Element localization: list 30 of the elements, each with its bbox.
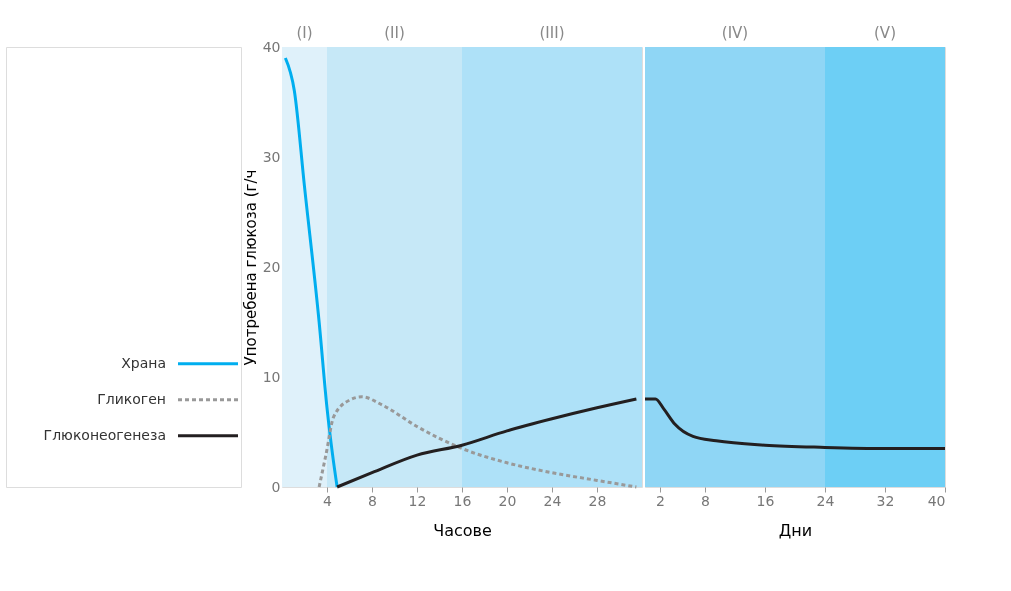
x-tick-label: 28 (588, 492, 607, 509)
y-tick-label: 0 (271, 478, 281, 495)
x-tick-label: 16 (453, 492, 472, 509)
legend-label: Гликоген (97, 390, 166, 407)
legend-label: Храна (121, 354, 166, 371)
band-label: (IV) (721, 24, 749, 42)
y-tick-label: 20 (262, 258, 281, 275)
band-label: (II) (384, 24, 405, 42)
x-tick-label: 24 (816, 492, 835, 509)
x-axis-title: Дни (778, 520, 813, 540)
x-tick-label: 32 (876, 492, 895, 509)
legend-label: Глюконеогенеза (43, 426, 166, 443)
band-label: (I) (296, 24, 313, 42)
y-tick-label: 40 (262, 38, 281, 55)
x-tick-label: 16 (756, 492, 775, 509)
x-axis-title: Часове (433, 520, 492, 540)
y-tick-label: 10 (262, 368, 281, 385)
x-tick-label: 2 (656, 492, 665, 509)
x-tick-label: 20 (498, 492, 517, 509)
x-tick-label: 8 (368, 492, 377, 509)
x-tick-label: 12 (408, 492, 427, 509)
x-tick-label: 8 (701, 492, 710, 509)
y-tick-label: 30 (262, 148, 281, 165)
x-tick-label: 24 (543, 492, 562, 509)
band-label: (III) (539, 24, 565, 42)
x-tick-label: 40 (927, 492, 946, 509)
y-axis-title: Употребена глюкоза (г/ч (241, 169, 260, 366)
line-series (283, 56, 339, 489)
band-label: (V) (874, 24, 896, 42)
x-tick-label: 4 (323, 492, 333, 509)
